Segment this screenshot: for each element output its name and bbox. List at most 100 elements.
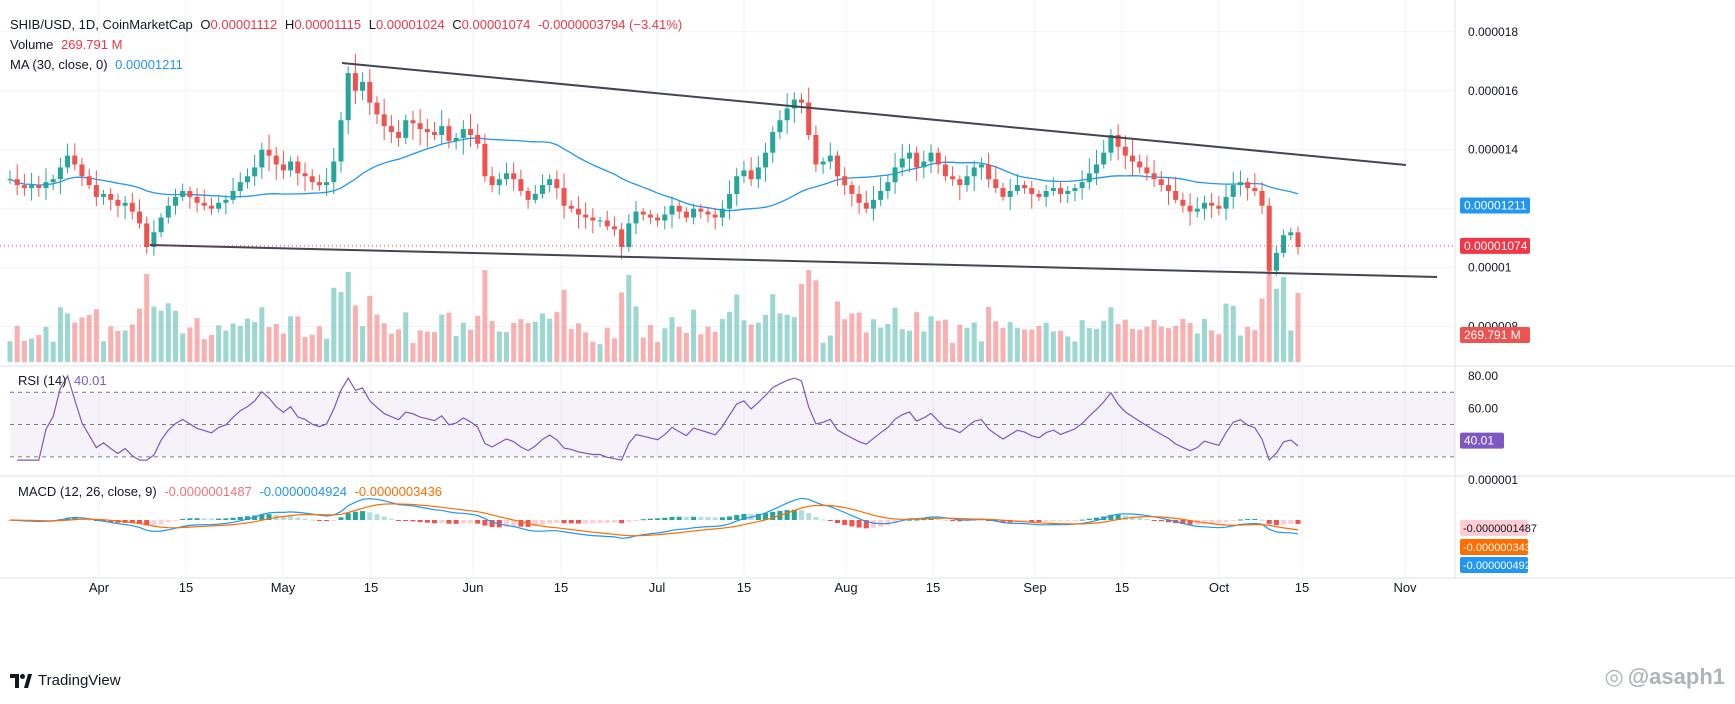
volume-bar <box>798 284 805 362</box>
volume-bar <box>1065 336 1071 362</box>
macd-hist-bar <box>295 517 301 520</box>
volume-bar <box>21 340 27 362</box>
macd-hist-bar <box>741 513 747 520</box>
candle-body <box>1281 235 1287 253</box>
macd-hist-bar <box>446 520 452 524</box>
macd-hist-bar <box>698 516 704 520</box>
macd-hist-bar <box>180 518 186 520</box>
volume-bar <box>439 314 445 362</box>
candle-body <box>978 164 984 168</box>
volume-bar <box>1144 326 1150 362</box>
ma-price-tag: 0.00001211 <box>1464 198 1527 212</box>
macd-hist-bar <box>885 520 891 526</box>
candle-body <box>475 134 481 144</box>
volume-bar <box>1029 329 1035 362</box>
rsi-y-tick: 60.00 <box>1468 401 1498 415</box>
candle-body <box>1079 182 1085 189</box>
candle-body <box>1022 185 1028 189</box>
candle-body <box>770 132 776 153</box>
rsi-label[interactable]: RSI (14) <box>18 373 67 388</box>
volume-bar <box>360 326 366 362</box>
candle-body <box>1165 185 1171 191</box>
macd-hist-bar <box>813 516 819 520</box>
candle-body <box>525 191 531 200</box>
candle-body <box>1245 182 1251 189</box>
macd-hist-bar <box>86 519 92 521</box>
candle-body <box>144 223 150 248</box>
macd-hist-bar <box>712 517 718 520</box>
candle-body <box>403 120 409 138</box>
macd-hist-bar <box>237 516 243 520</box>
macd-hist-bar <box>1108 514 1114 520</box>
candle-body <box>842 176 848 186</box>
x-tick-label: Jun <box>463 580 484 595</box>
candle-body <box>467 129 474 135</box>
volume-bar <box>1007 322 1013 362</box>
volume-bar <box>1108 307 1114 362</box>
candle-body <box>1266 205 1272 271</box>
macd-hist-bar <box>489 520 495 528</box>
volume-bar <box>575 323 581 362</box>
candle-body <box>1216 205 1222 209</box>
y-tick-label: 0.000018 <box>1468 25 1518 39</box>
candle-body <box>1273 252 1279 271</box>
volume-bar <box>849 313 855 362</box>
macd-hist-bar <box>647 518 653 520</box>
tradingview-brand[interactable]: TradingView <box>10 672 121 689</box>
volume-label[interactable]: Volume <box>10 37 54 52</box>
macd-hist-bar <box>244 516 250 520</box>
macd-hist-bar <box>604 520 610 523</box>
volume-bar <box>65 313 71 362</box>
x-tick-label: Nov <box>1393 580 1417 595</box>
candle-body <box>597 220 603 222</box>
candle-body <box>489 176 495 186</box>
macd-hist-bar <box>424 520 430 523</box>
volume-bar <box>741 320 747 362</box>
macd-signal-value: -0.0000003436 <box>354 484 443 499</box>
volume-bar <box>511 322 517 362</box>
volume-bar <box>993 321 999 362</box>
volume-bar <box>784 314 790 362</box>
macd-hist-bar <box>662 517 668 520</box>
volume-bar <box>1072 341 1078 362</box>
macd-hist-bar <box>259 514 265 520</box>
candle-body <box>813 134 819 165</box>
volume-bar <box>691 309 697 362</box>
macd-hist-bar <box>834 520 841 524</box>
y-tick-label: 0.000014 <box>1468 143 1518 157</box>
candle-body <box>453 137 459 141</box>
candle-body <box>892 167 898 183</box>
volume-bar <box>57 307 63 362</box>
volume-bar <box>396 329 402 362</box>
candle-body <box>496 179 502 186</box>
volume-bar <box>734 294 740 362</box>
volume-bar <box>244 318 250 362</box>
volume-bar <box>1165 328 1171 362</box>
volume-bar <box>827 335 833 362</box>
symbol-label[interactable]: SHIB/USD, 1D, CoinMarketCap <box>10 17 193 32</box>
candle-body <box>1288 232 1294 236</box>
candle-body <box>878 191 884 200</box>
candle-body <box>1230 185 1236 197</box>
volume-bar <box>446 312 452 362</box>
volume-bar <box>755 322 761 362</box>
macd-label[interactable]: MACD (12, 26, close, 9) <box>18 484 157 499</box>
candle-body <box>1129 155 1136 162</box>
volume-bar <box>223 330 229 362</box>
candle-body <box>1187 205 1193 212</box>
volume-bar <box>554 312 560 362</box>
macd-hist-bar <box>971 520 977 521</box>
volume-bar <box>374 314 380 362</box>
volume-bar <box>1187 322 1193 362</box>
macd-hist-bar <box>870 520 876 528</box>
candle-body <box>93 185 99 197</box>
volume-bar <box>640 337 646 362</box>
candle-body <box>424 129 430 133</box>
macd-hist-bar <box>1209 520 1215 524</box>
candle-body <box>1209 202 1215 206</box>
macd-hist-bar <box>1029 520 1035 522</box>
candle-body <box>532 193 538 200</box>
macd-hist-bar <box>957 520 963 522</box>
ma-label[interactable]: MA (30, close, 0) <box>10 57 108 72</box>
